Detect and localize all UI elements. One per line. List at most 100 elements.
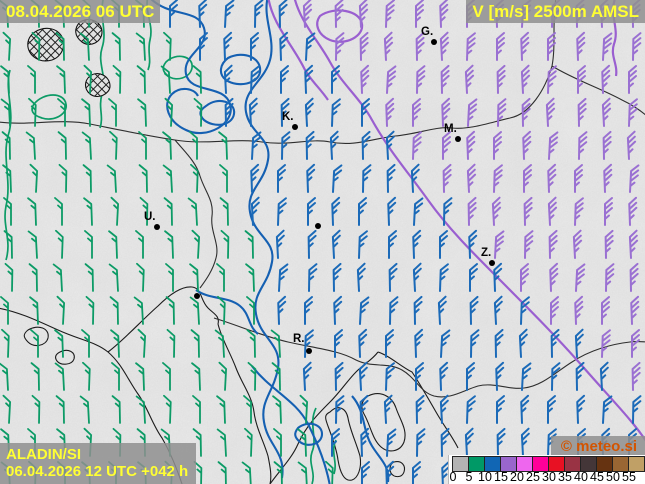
legend-swatch [453, 457, 469, 471]
wind-barb-green [165, 296, 175, 325]
wind-barb-purple [383, 31, 394, 61]
wind-barb-blue [280, 65, 289, 94]
wind-barb-blue [278, 263, 289, 292]
wind-barb-green [273, 428, 282, 457]
wind-barb-green [111, 395, 121, 424]
wind-barb-blue [334, 329, 343, 358]
wind-barb-purple [521, 97, 531, 127]
wind-barb-green [220, 229, 230, 259]
contour-blue [195, 289, 259, 335]
wind-barb-green [165, 263, 174, 292]
wind-barb-green [162, 164, 173, 193]
wind-barb-purple [493, 164, 503, 193]
wind-barb-blue [358, 197, 367, 226]
wind-barb-blue [437, 295, 447, 325]
contour-purple [316, 9, 364, 43]
wind-barb-purple [412, 131, 422, 160]
wind-barb-blue [493, 295, 503, 325]
wind-barb-blue [359, 394, 369, 424]
wind-barb-blue [441, 460, 451, 484]
wind-barb-green [219, 197, 229, 226]
wind-barb-blue [547, 395, 556, 424]
wind-barb-blue [358, 361, 368, 391]
coastline-path [23, 326, 49, 347]
wind-barb-green [108, 230, 118, 259]
wind-barb-green [244, 230, 254, 259]
wind-barb-blue [440, 427, 450, 457]
wind-barb-blue [277, 295, 287, 325]
wind-barb-green [135, 362, 145, 391]
coastline-path [325, 407, 362, 481]
contour-green [162, 55, 193, 80]
wind-barb-green [83, 197, 93, 226]
wind-barb-blue [439, 361, 449, 391]
wind-barb-purple [601, 296, 610, 325]
wind-barb-purple [628, 229, 639, 259]
city-label: G. [421, 26, 433, 38]
wind-barb-purple [360, 64, 370, 94]
wind-barb-blue [576, 394, 586, 424]
border-path [551, 65, 645, 116]
wind-barb-green [0, 296, 9, 325]
wind-barb-green [163, 394, 172, 424]
wind-barb-blue [304, 329, 314, 358]
coastline-path [55, 349, 75, 365]
wind-barb-purple [548, 131, 559, 160]
wind-barb-green [244, 427, 253, 457]
wind-barb-purple [467, 98, 478, 127]
wind-barb-green [82, 361, 91, 391]
wind-barb-blue [412, 262, 422, 292]
legend-swatch [581, 457, 597, 471]
wind-barb-purple [601, 329, 611, 358]
wind-barb-blue [439, 230, 448, 259]
wind-barb-green [133, 296, 144, 325]
legend-tick-label: 0 [449, 470, 457, 484]
wind-barb-blue [331, 428, 340, 457]
wind-barb-blue [250, 32, 259, 61]
wind-barb-green [192, 428, 202, 457]
wind-barb-green [135, 395, 146, 424]
wind-barb-blue [496, 395, 505, 424]
wind-barb-green [111, 32, 121, 61]
wind-barb-purple [416, 65, 426, 94]
wind-barb-blue [388, 262, 398, 292]
wind-barb-blue [385, 130, 395, 160]
wind-barb-purple [574, 197, 584, 226]
wind-barb-purple [577, 97, 587, 127]
contour-blue [244, 0, 284, 479]
wind-barb-purple [629, 262, 639, 292]
field-level-label: V [m/s] 2500m AMSL [466, 0, 645, 23]
wind-barb-green [189, 296, 200, 325]
wind-barb-green [219, 164, 228, 193]
wind-barb-purple [631, 361, 641, 391]
wind-barb-green [297, 461, 308, 484]
contour-purple [267, 0, 329, 101]
wind-barb-green [139, 196, 149, 226]
wind-barb-blue [385, 329, 394, 358]
wind-barb-green [83, 64, 92, 94]
wind-barb-purple [572, 229, 583, 259]
wind-barb-purple [601, 97, 612, 127]
wind-barb-green [112, 64, 122, 94]
wind-barb-purple [415, 31, 425, 61]
wind-barb-blue [468, 229, 478, 259]
wind-barb-green [30, 362, 40, 391]
wind-barb-green [187, 197, 198, 226]
wind-barb-blue [223, 64, 233, 94]
wind-barb-blue [494, 328, 504, 358]
wind-barb-blue [248, 97, 258, 127]
wind-barb-purple [496, 32, 505, 61]
city-label: K. [282, 111, 294, 123]
legend-tick-label: 55 [622, 470, 636, 484]
wind-barb-purple [520, 263, 529, 292]
wind-barb-green [271, 362, 281, 391]
wind-barb-green [55, 32, 65, 61]
wind-barb-green [192, 395, 201, 424]
contour-green [310, 407, 317, 484]
wind-barb-green [272, 395, 282, 424]
wind-barb-green [241, 461, 252, 484]
wind-barb-blue [602, 395, 613, 424]
wind-barb-purple [523, 164, 532, 193]
wind-barb-green [84, 230, 93, 259]
wind-barb-blue [307, 229, 317, 259]
